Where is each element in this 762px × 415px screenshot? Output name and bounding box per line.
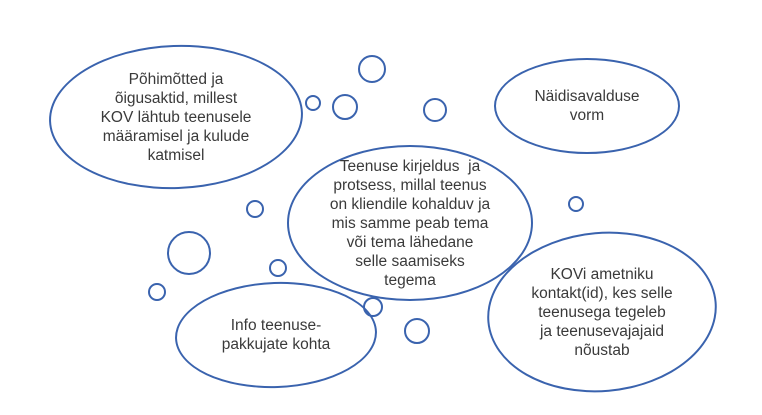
bubble-outline [287, 145, 533, 301]
decorative-circle [332, 94, 358, 120]
bubble-outline [494, 58, 680, 154]
text-line: protsess, millal teenus [333, 176, 487, 194]
text-line: tegema [384, 271, 436, 289]
text-line: pakkujate kohta [221, 336, 331, 353]
decorative-circle [404, 318, 430, 344]
decorative-circle [358, 55, 386, 83]
text-line: teenusega tegeleb [538, 303, 666, 321]
bubble-principles-text: Põhimõtted ja õigusaktid, millest KOV lä… [101, 70, 252, 165]
text-line: KOV lähtub teenusele [100, 108, 252, 126]
text-line: mis samme peab tema [331, 214, 489, 232]
bubble-service-description-text: Teenuse kirjeldus ja protsess, millal te… [330, 157, 490, 290]
text-line: Teenuse kirjeldus ja [339, 157, 481, 175]
text-line: kontakt(id), kes selle [531, 284, 673, 302]
bubble-service-description: Teenuse kirjeldus ja protsess, millal te… [287, 145, 533, 301]
bubble-official-contacts-text: KOVi ametniku kontakt(id), kes selle tee… [531, 265, 672, 360]
decorative-circle [423, 98, 447, 122]
bubble-service-providers-info: Info teenuse- pakkujate kohta [173, 278, 379, 392]
decorative-circle [269, 259, 287, 277]
text-line: vorm [569, 107, 605, 124]
bubble-official-contacts: KOVi ametniku kontakt(id), kes selle tee… [480, 222, 724, 402]
text-line: selle saamiseks [355, 252, 465, 270]
bubble-service-providers-info-text: Info teenuse- pakkujate kohta [222, 316, 331, 354]
text-line: õigusaktid, millest [114, 89, 238, 107]
text-line: KOVi ametniku [550, 265, 654, 283]
text-line: määramisel ja kulude [102, 127, 250, 145]
text-line: on kliendile kohalduv ja [329, 195, 491, 213]
text-line: ja teenusevajajaid [539, 322, 665, 340]
text-line: katmisel [147, 146, 205, 164]
decorative-circle [148, 283, 166, 301]
text-line: Näidisavalduse [534, 88, 640, 105]
text-line: nõustab [574, 341, 630, 359]
decorative-circle [305, 95, 321, 111]
text-line: Info teenuse- [230, 317, 322, 334]
decorative-circle [167, 231, 211, 275]
text-line: või tema lähedane [346, 233, 474, 251]
text-line: Põhimõtted ja [128, 70, 224, 88]
bubble-sample-application-form: Näidisavalduse vorm [494, 58, 680, 154]
decorative-circle [246, 200, 264, 218]
decorative-circle [363, 297, 383, 317]
bubble-principles: Põhimõtted ja õigusaktid, millest KOV lä… [46, 40, 306, 194]
decorative-circle [568, 196, 584, 212]
bubble-sample-application-form-text: Näidisavalduse vorm [534, 87, 639, 125]
